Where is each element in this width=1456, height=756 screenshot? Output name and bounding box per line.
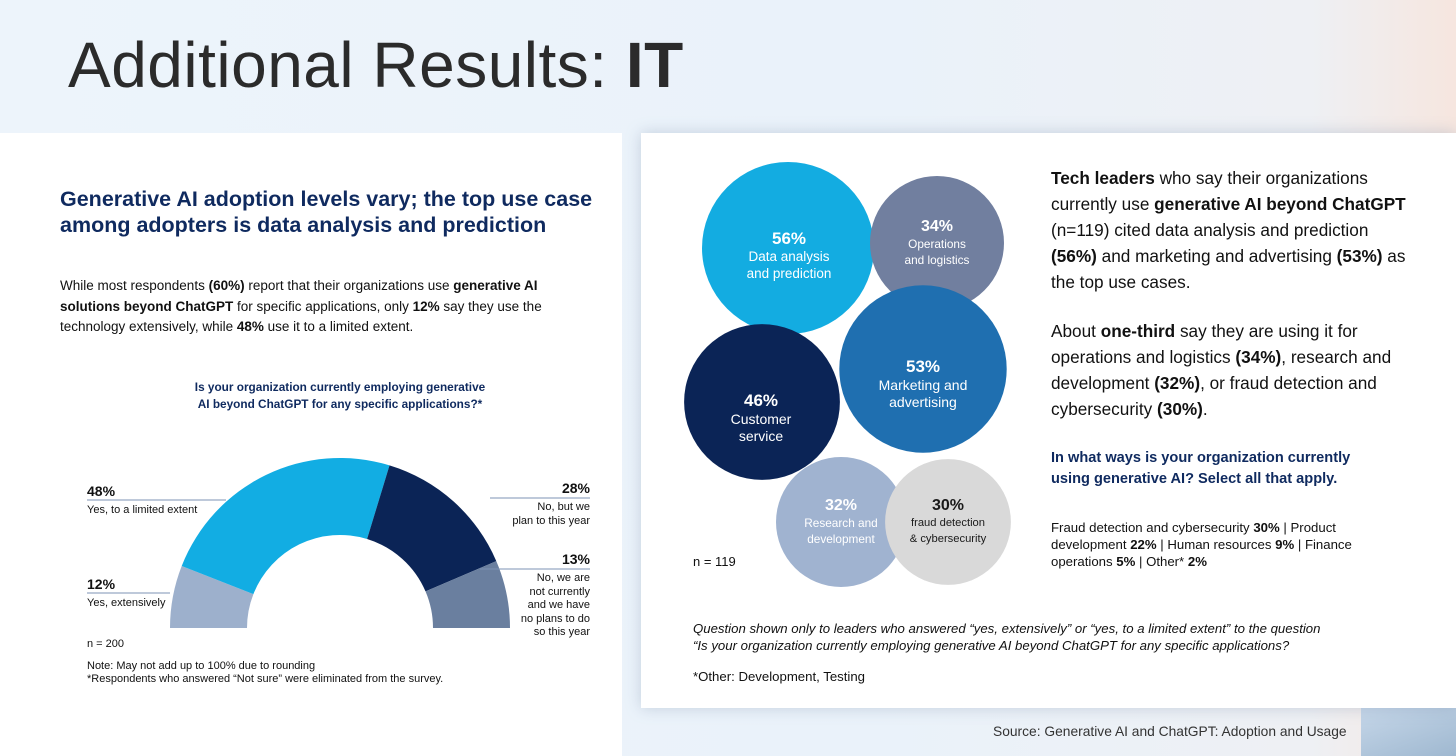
slice-pct: 28% [561, 480, 590, 496]
slide-title: Additional Results: IT [68, 28, 684, 102]
slide-title-bold: IT [625, 29, 684, 101]
right-paragraph-1: Tech leaders who say their organizations… [1051, 168, 1406, 292]
right-question: In what ways is your organization curren… [1051, 450, 1351, 487]
slice-pct: 48% [87, 483, 116, 499]
slice-text: Yes, to a limited extent [87, 504, 198, 516]
bubble-customer-service [684, 324, 840, 480]
bubble-label-fraud: 30% fraud detection & cybersecurity [909, 497, 987, 545]
slice-label-plan: 28% No, but we plan to this year [490, 480, 590, 528]
left-intro: While most respondents (60%) report that… [60, 278, 542, 334]
slice-label-no-plans: 13% No, we are not currently and we have no… [490, 551, 590, 640]
right-sample-size: n = 119 [693, 554, 736, 569]
bubble-fraud [885, 459, 1011, 585]
bubble-label-customer-service: 46% Customer service [730, 391, 792, 444]
half-donut-chart [87, 458, 590, 628]
slice-label-limited: 48% Yes, to a limited extent [87, 483, 197, 518]
other-uses-list: Fraud detection and cybersecurity 30% | … [1051, 520, 1352, 569]
corner-decoration [1361, 706, 1456, 756]
slice-pct: 12% [87, 576, 116, 592]
donut-slice-plan [367, 465, 497, 592]
bubble-data-analysis [702, 162, 874, 334]
bubble-marketing [839, 285, 1007, 453]
bubble-label-operations: 34% Operations and logistics [904, 218, 970, 267]
bubble-research [776, 457, 906, 587]
slice-label-extensively: 12% Yes, extensively [87, 576, 165, 611]
donut-question: Is your organization currently employing… [194, 380, 486, 411]
source-citation: Source: Generative AI and ChatGPT: Adopt… [993, 724, 1347, 739]
slice-pct: 13% [561, 551, 590, 567]
right-paragraph-2: About one-third say they are using it fo… [1051, 321, 1392, 419]
bubble-label-data-analysis: 56% Data analysis and prediction [746, 229, 832, 281]
question-note: Question shown only to leaders who answe… [693, 621, 1321, 653]
slice-text: No, we are not currently and we have no pla… [520, 572, 590, 638]
slice-text: Yes, extensively [87, 597, 166, 609]
bubble-operations [870, 176, 1004, 310]
bubble-label-research: 32% Research and development [804, 497, 878, 546]
bubble-label-marketing: 53% Marketing and advertising [878, 357, 968, 410]
left-panel: Generative AI adoption levels vary; the … [0, 133, 622, 756]
bubble-chart [684, 162, 1011, 587]
other-footnote: *Other: Development, Testing [693, 669, 866, 684]
donut-slice-extensively [170, 566, 254, 628]
left-headline: Generative AI adoption levels vary; the … [60, 187, 593, 237]
slide-title-regular: Additional Results: [68, 29, 626, 101]
slice-text: No, but we plan to this year [512, 501, 590, 527]
donut-slice-limited [181, 458, 390, 595]
left-sample-size: n = 200 [87, 638, 125, 650]
donut-slice-no-plans [425, 561, 510, 628]
left-footnote: Note: May not add up to 100% due to roun… [87, 660, 444, 685]
right-panel: 56% Data analysis and prediction 34% Ope… [641, 133, 1456, 708]
